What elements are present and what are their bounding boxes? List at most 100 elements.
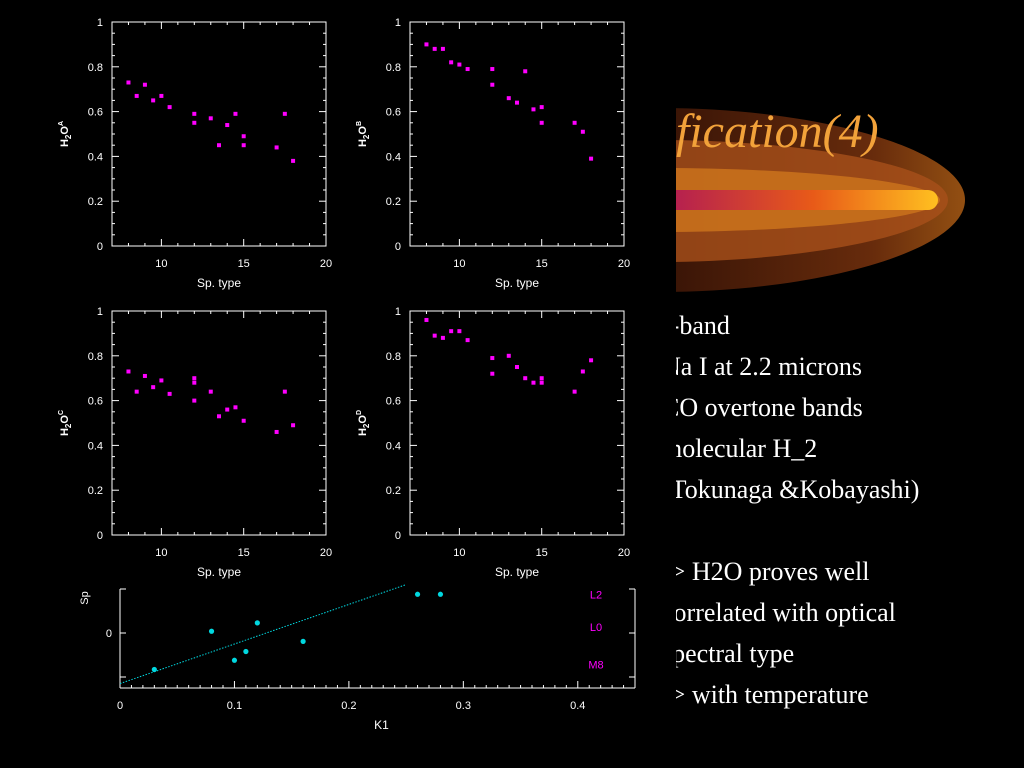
data-point [414,591,421,597]
data-point [225,407,230,412]
data-point [539,105,544,110]
y-tick-label: 0.6 [386,107,401,119]
annotation-label: L0 [590,622,602,634]
data-point [572,389,577,394]
x-axis-label: Sp. type [197,276,241,290]
x-tick-label: 10 [453,547,465,559]
data-point [572,120,577,125]
data-point [457,62,462,67]
data-point [231,657,238,663]
y-axis-label: H2OA [58,121,73,147]
data-point [241,134,246,139]
data-point [457,329,462,334]
y-axis-label: Sp [79,591,91,604]
data-point [254,620,260,626]
data-point [539,380,544,385]
x-axis-label: Sp. type [495,276,539,290]
y-tick-label: 0.2 [386,196,401,208]
y-tick-label: 0.2 [88,485,103,497]
data-point [274,145,279,150]
x-tick-label: 15 [536,547,548,559]
data-point [432,46,437,51]
y-tick-label: 1 [395,306,401,318]
bullet-line: spectral type [676,639,795,668]
y-tick-label: 0.2 [386,485,401,497]
data-point [506,96,511,101]
y-tick-label: 0 [97,241,103,253]
y-tick-label: 0 [395,530,401,542]
annotation-label: M8 [588,660,603,672]
data-point [167,105,172,110]
chart-panel-5: 0 0.1 0.2 0.3 0.4 0 K1 Sp L2 L0 M8 [79,584,636,732]
data-point [465,67,470,72]
bullet-spacer [676,510,1024,551]
data-point [424,317,429,322]
data-point [217,414,221,419]
data-point [243,648,249,655]
y-axis-label: H2OD [356,410,371,436]
y-tick-label: 0.8 [386,351,401,363]
data-point [437,591,444,597]
x-tick-label: 20 [618,258,630,270]
y-tick-label: 0 [97,530,103,542]
data-point [432,333,437,338]
bullet-line: Na I at 2.2 microns [676,352,863,381]
data-point [134,93,139,98]
x-tick-label: 10 [155,258,167,270]
data-point [208,628,215,634]
data-point [580,129,585,134]
data-point [126,369,131,374]
chart-panel-1: 10 15 20 0 0.2 0.4 0.6 0.8 1 Sp. type H2OA [58,17,332,290]
data-point [440,335,445,340]
annotation-label: L2 [590,589,602,601]
y-tick-label: 0.6 [88,396,103,408]
y-tick-label: 1 [395,17,401,29]
data-point [291,158,296,163]
y-tick-label: 0.4 [386,440,401,452]
data-point [208,389,213,394]
data-point [233,111,238,116]
data-point [515,100,519,105]
y-tick-label: 0.8 [386,62,401,74]
data-point [217,143,221,148]
bullet-line: molecular H_2 [676,434,818,463]
x-tick-label: 0.3 [456,700,471,712]
data-point [490,67,495,72]
data-point [449,329,454,334]
x-tick-label: 10 [453,258,465,270]
fit-line [119,584,407,685]
data-point [424,42,429,47]
x-axis-label: Sp. type [197,565,241,579]
x-tick-label: 15 [238,258,250,270]
x-tick-label: 0 [117,700,123,712]
data-point [167,391,172,396]
data-point [241,418,246,423]
data-point [192,398,197,403]
y-axis-label: H2OC [58,410,73,436]
y-tick-label: 0 [395,241,401,253]
data-point [241,143,246,148]
x-tick-label: 0.2 [341,700,356,712]
y-tick-label: 1 [97,17,103,29]
data-point [539,376,544,381]
chart-panel-3: 10 15 20 0 0.2 0.4 0.6 0.8 1 Sp. type H2OC [58,306,332,579]
data-point [539,120,544,125]
x-tick-label: 10 [155,547,167,559]
slide-title: fication(4) [676,105,879,158]
data-point [506,353,511,358]
data-point [151,385,156,390]
x-axis-label: Sp. type [495,565,539,579]
data-point [580,369,585,374]
x-tick-label: 15 [536,258,548,270]
y-tick-label: 1 [97,306,103,318]
data-point [490,356,495,361]
y-tick-label: 0.8 [88,351,103,363]
plot-backdrop [0,0,676,768]
bullet-line: correlated with optical [676,598,896,627]
x-tick-label: 15 [238,547,250,559]
y-axis-label: H2OB [356,121,371,147]
x-tick-label: 20 [618,547,630,559]
data-point [300,638,306,644]
